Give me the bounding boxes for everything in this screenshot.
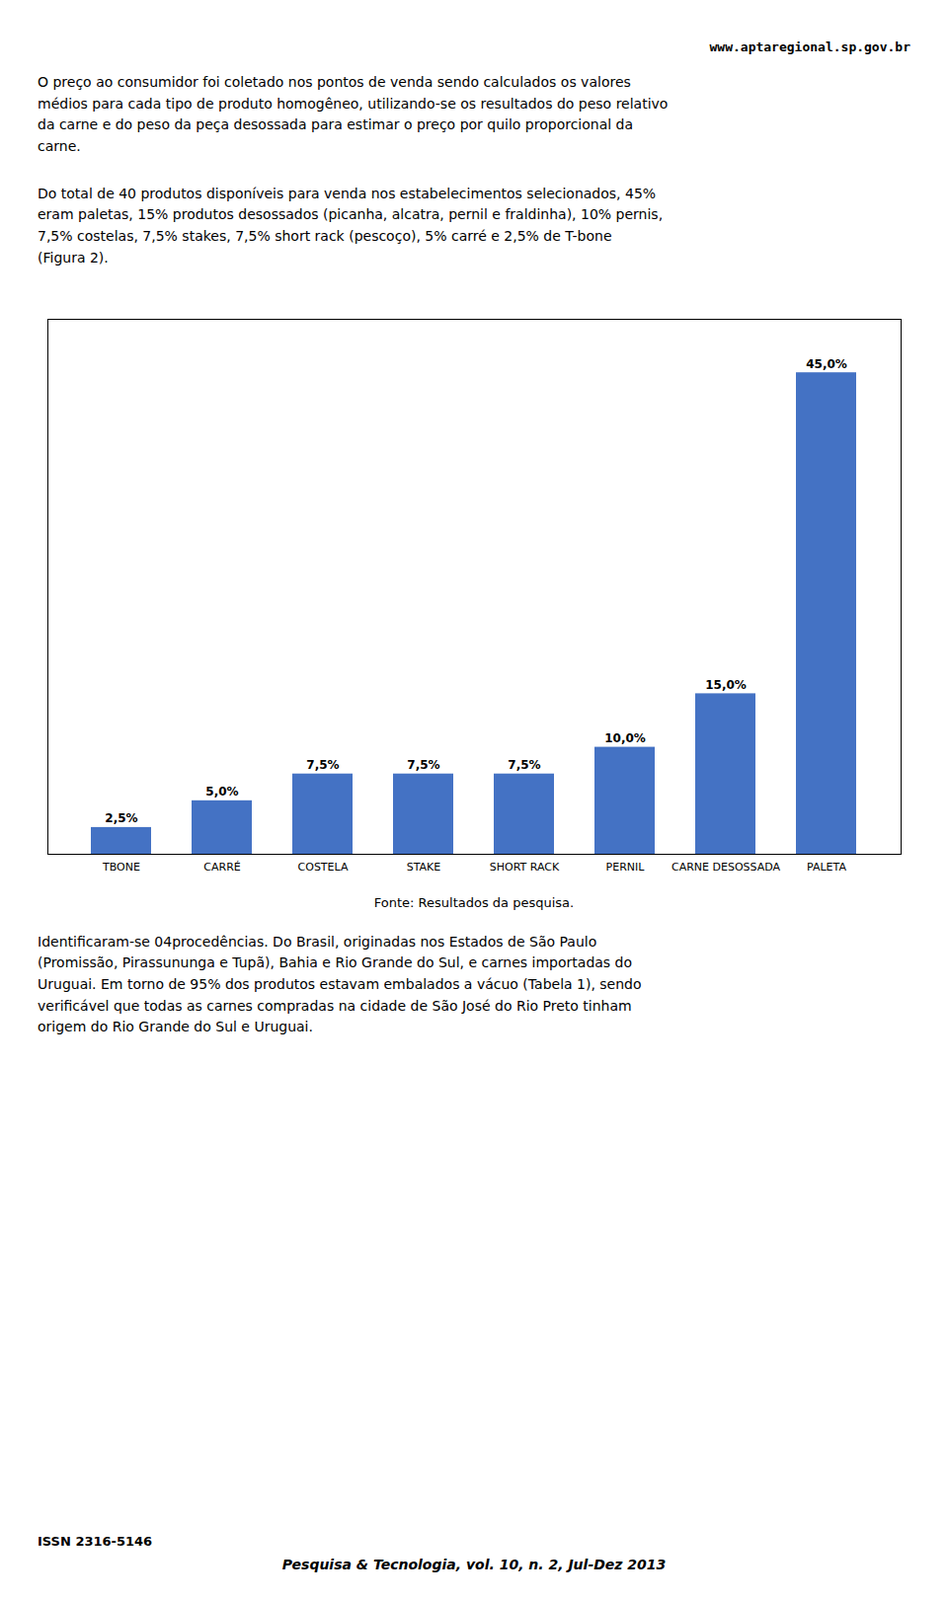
html-text:Pesquisa & Tecnologia, vol. 10: Pesquisa & Tecnologia, vol. 10, n. 2, Ju… [282,1557,666,1574]
html-text:eram paletas, 15% produtos des: eram paletas, 15% produtos desossados (p… [37,206,663,223]
html-text:Uruguai. Em torno de 95% dos p: Uruguai. Em torno de 95% dos produtos es… [37,976,642,993]
svg-text:SHORT RACK: SHORT RACK [489,861,560,874]
svg-text:CARNE DESOSSADA: CARNE DESOSSADA [671,861,782,874]
svg-text:5,0%: 5,0% [205,785,238,799]
svg-text:7,5%: 7,5% [507,758,541,773]
html-text:O preço ao consumidor foi cole: O preço ao consumidor foi coletado nos p… [37,74,631,90]
html-text:médios para cada tipo de produ: médios para cada tipo de produto homogên… [37,95,668,112]
svg-text:PALETA: PALETA [806,861,847,874]
svg-text:7,5%: 7,5% [406,758,440,773]
html-text:(Promissão, Pirassununga e Tup: (Promissão, Pirassununga e Tupã), Bahia … [37,955,633,971]
svg-text:7,5%: 7,5% [306,758,339,773]
html-text:origem do Rio Grande do Sul e: origem do Rio Grande do Sul e Uruguai. [37,1019,314,1036]
svg-text:15,0%: 15,0% [705,677,747,692]
svg-text:10,0%: 10,0% [604,730,646,745]
svg-text:STAKE: STAKE [406,861,442,874]
svg-text:COSTELA: COSTELA [298,861,349,874]
html-text:Fonte: Resultados da pesquisa.: Fonte: Resultados da pesquisa. [374,895,574,910]
html-text:da carne e do peso da peça des: da carne e do peso da peça desossada par… [37,116,634,133]
svg-text:CARRÉ: CARRÉ [203,861,240,874]
svg-text:TBONE: TBONE [101,861,141,874]
svg-text:PERNIL: PERNIL [606,861,646,874]
svg-text:2,5%: 2,5% [104,811,138,826]
html-text:carne.: carne. [37,138,81,155]
html-text:(Figura 2).: (Figura 2). [37,249,109,266]
html-text:7,5% costelas, 7,5% stakes, 7,: 7,5% costelas, 7,5% stakes, 7,5% short r… [37,228,612,245]
html-text:Do total de 40 produtos dispon: Do total de 40 produtos disponíveis para… [37,185,656,202]
html-text:Identificaram-se 04procedência: Identificaram-se 04procedências. Do Bras… [37,933,597,950]
svg-text:45,0%: 45,0% [805,356,848,371]
html-text:www.aptaregional.sp.gov.br: www.aptaregional.sp.gov.br [709,39,911,55]
html-text:ISSN 2316-5146: ISSN 2316-5146 [37,1534,153,1550]
html-text:verificável que todas as carne: verificável que todas as carnes comprada… [37,997,632,1014]
